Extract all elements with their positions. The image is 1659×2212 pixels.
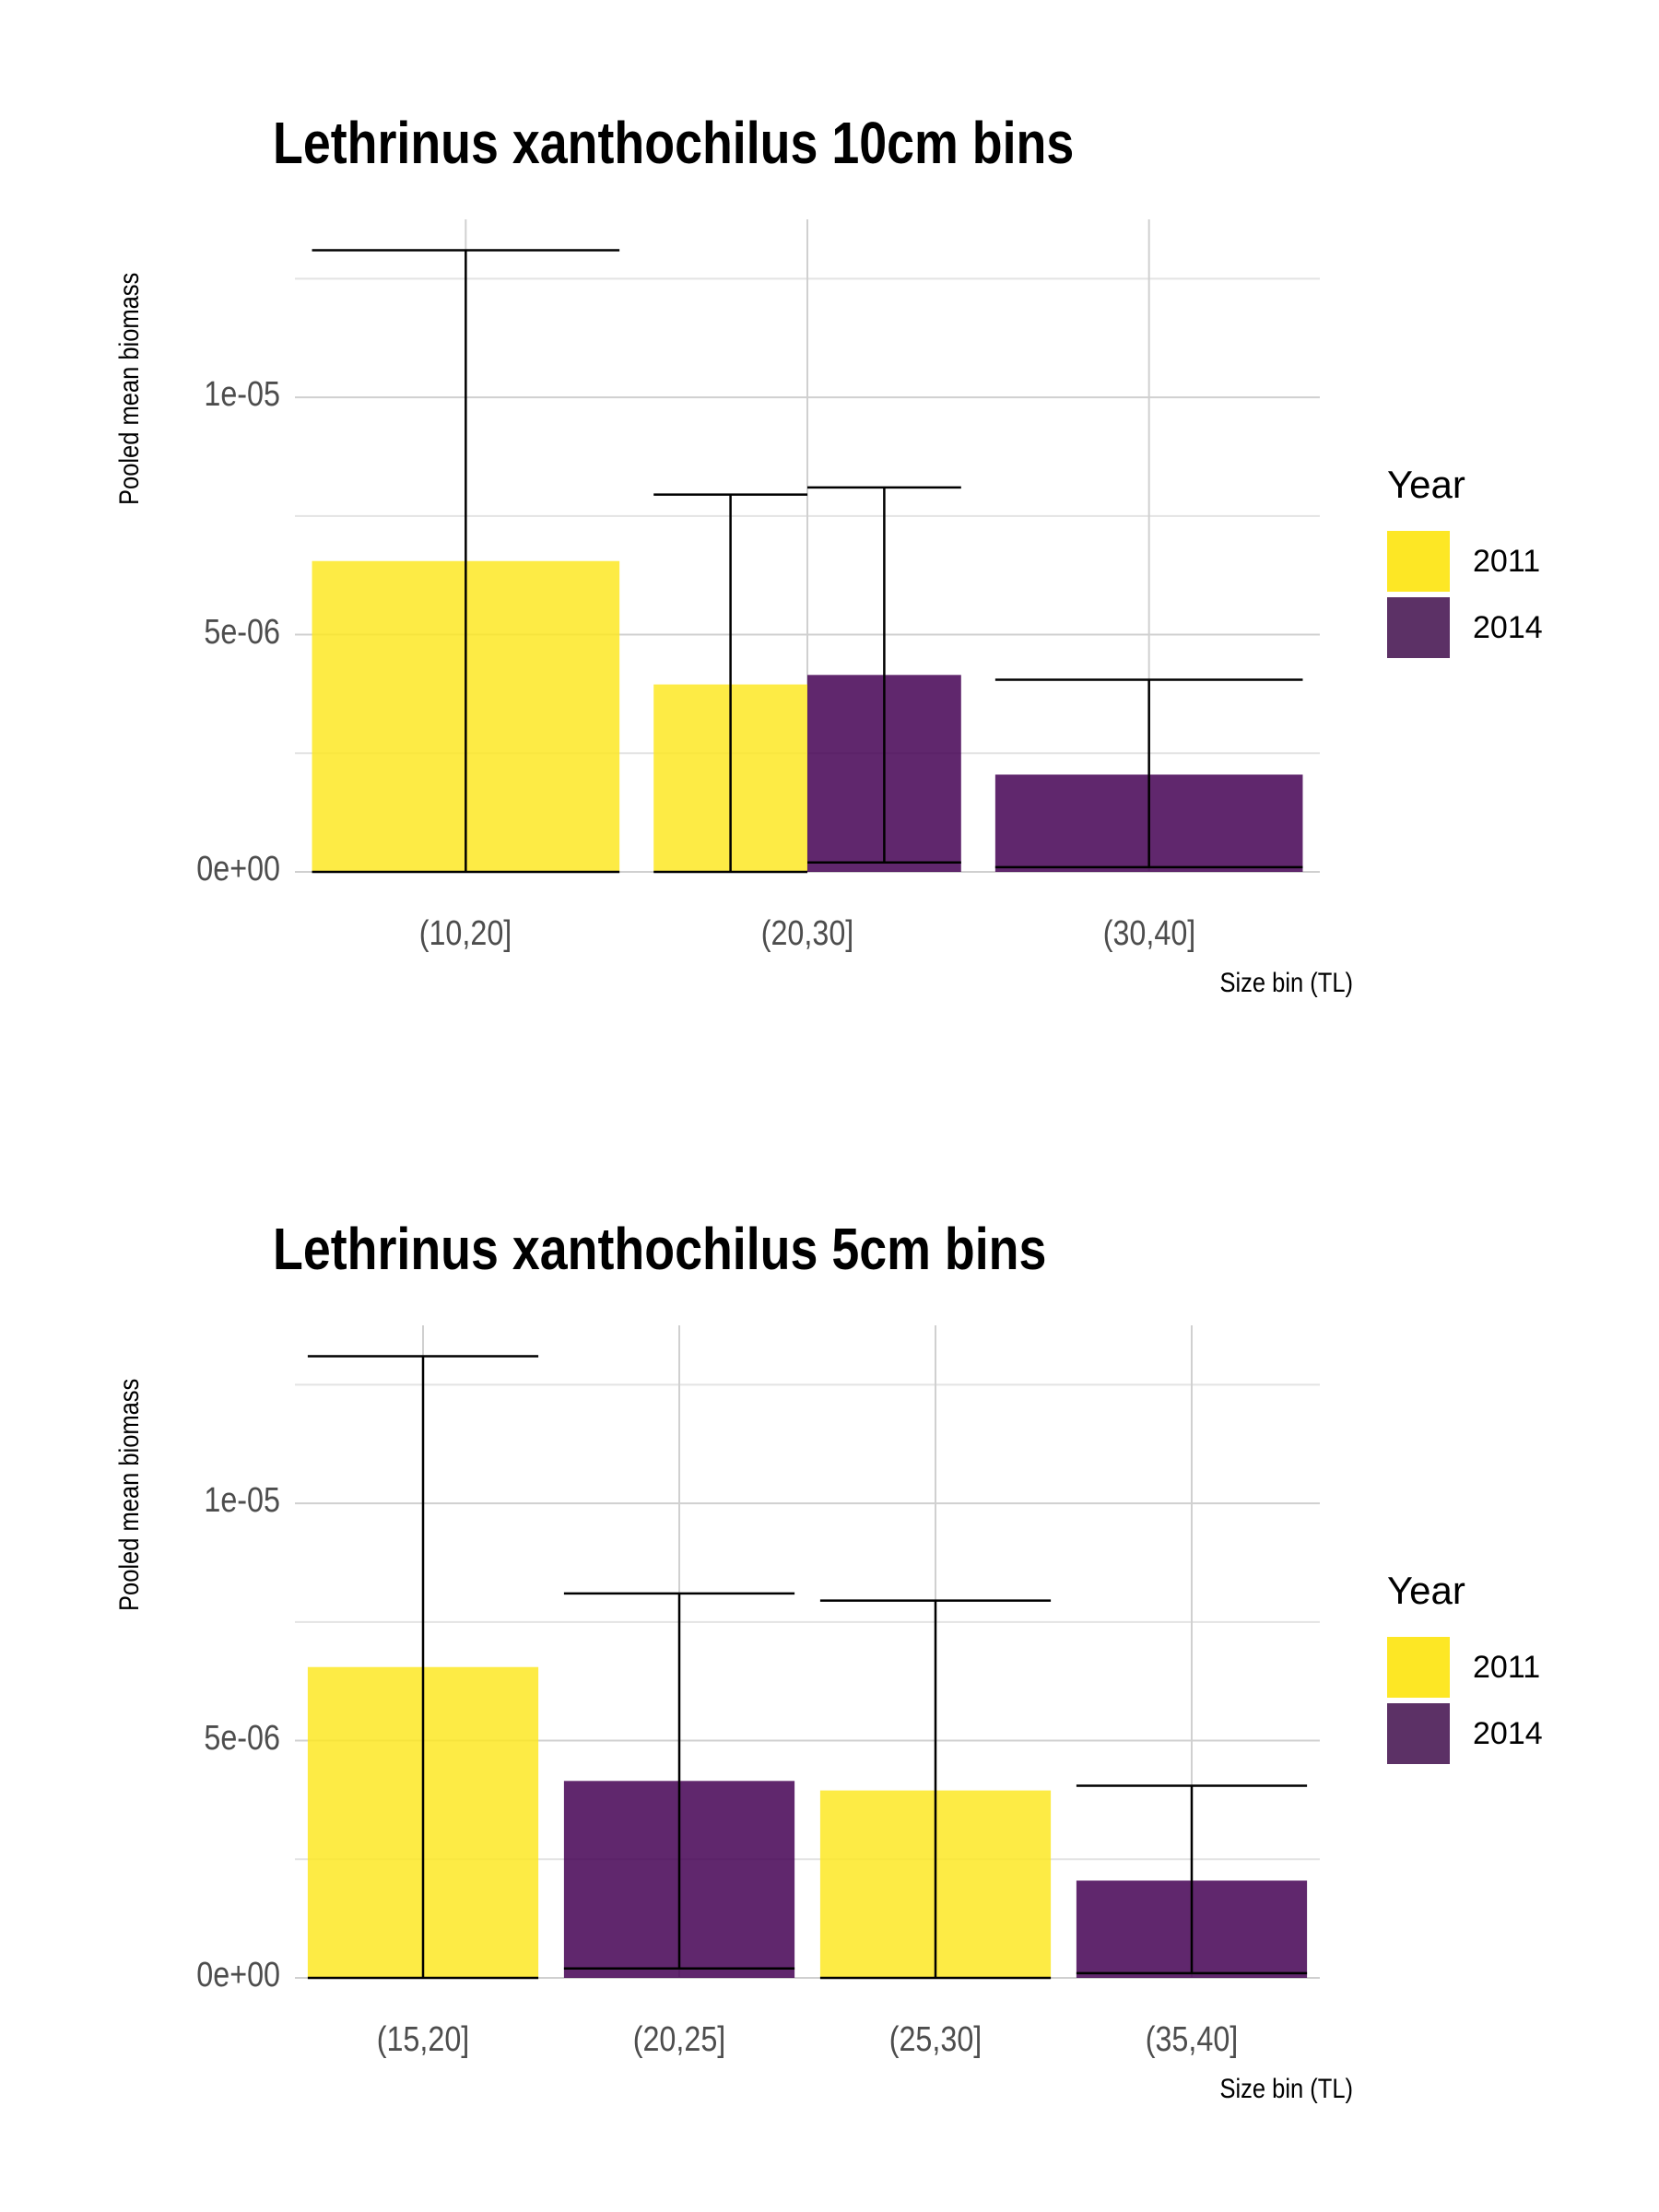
x-axis-label: Size bin (TL) — [1219, 2074, 1353, 2104]
legend-title: Year — [1387, 463, 1465, 506]
chart-plot-10cm — [295, 219, 1320, 874]
y-tick-label: 1e-05 — [204, 375, 280, 415]
y-tick-label: 5e-06 — [204, 1718, 280, 1758]
chart-panel-5cm: Lethrinus xanthochilus 5cm bins Pooled m… — [0, 1106, 1659, 2212]
y-tick-label: 0e+00 — [196, 1956, 280, 1994]
legend-label-2014: 2014 — [1473, 610, 1543, 645]
x-tick-label: (35,40] — [1145, 2020, 1239, 2059]
x-tick-label: (20,25] — [632, 2020, 726, 2059]
chart-panel-10cm: Lethrinus xanthochilus 10cm bins Pooled … — [114, 110, 1543, 998]
x-tick-label: (10,20] — [419, 914, 512, 953]
x-tick-label: (30,40] — [1102, 914, 1195, 953]
legend-label-2014: 2014 — [1473, 1716, 1543, 1751]
x-axis-label: Size bin (TL) — [1219, 968, 1353, 998]
legend-key-2014 — [1387, 597, 1450, 658]
legend-key-2014 — [1387, 1703, 1450, 1764]
y-tick-label: 5e-06 — [204, 612, 280, 652]
chart-plot-5cm — [295, 1325, 1320, 1980]
legend-title: Year — [1387, 1569, 1465, 1612]
x-tick-label: (25,30] — [888, 2020, 982, 2059]
x-tick-label: (15,20] — [376, 2020, 470, 2059]
chart-title: Lethrinus xanthochilus 5cm bins — [273, 1216, 1047, 1282]
x-tick-label: (20,30] — [760, 914, 854, 953]
y-tick-label: 1e-05 — [204, 1481, 280, 1521]
chart-title: Lethrinus xanthochilus 10cm bins — [273, 110, 1075, 176]
legend-label-2011: 2011 — [1473, 1650, 1541, 1685]
legend-key-2011 — [1387, 531, 1450, 592]
y-tick-label: 0e+00 — [196, 850, 280, 888]
legend-key-2011 — [1387, 1637, 1450, 1698]
legend-label-2011: 2011 — [1473, 544, 1541, 579]
